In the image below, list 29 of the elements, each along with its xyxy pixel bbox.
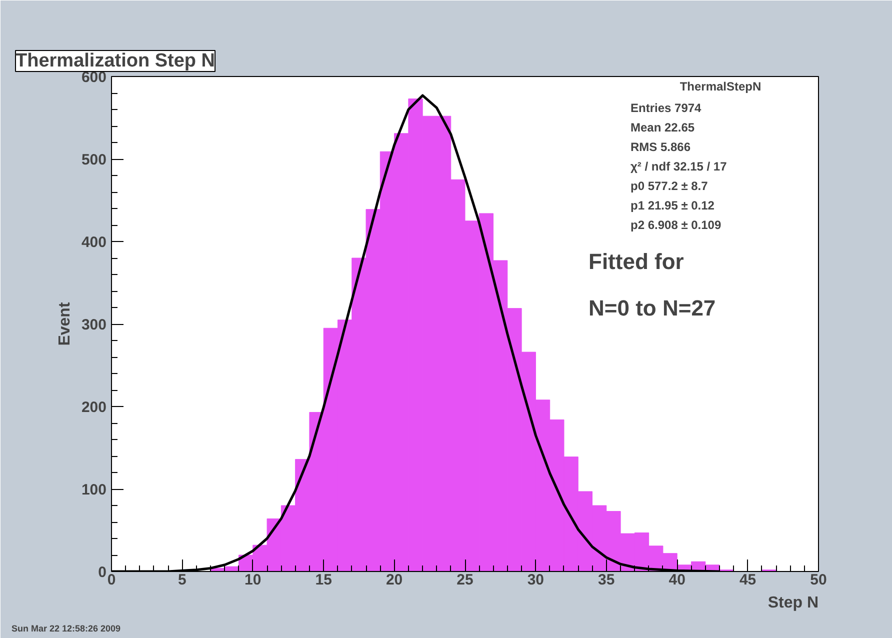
x-tick-label: 50 [810, 572, 827, 588]
annotation: p2 6.908 ± 0.109 [630, 218, 722, 232]
x-tick-label: 20 [386, 572, 403, 588]
annotation: p1 21.95 ± 0.12 [630, 198, 715, 212]
annotation: p0 577.2 ± 8.7 [630, 178, 708, 193]
annotation: N=0 to N=27 [588, 296, 716, 321]
annotation: χ² / ndf 32.15 / 17 [630, 159, 728, 174]
y-tick-label: 300 [81, 316, 107, 334]
y-tick-label: 100 [81, 482, 107, 498]
x-tick-label: 35 [598, 572, 615, 588]
x-tick-label: 30 [527, 572, 544, 588]
x-tick-label: 25 [456, 572, 474, 588]
x-tick-label: 5 [178, 572, 186, 588]
y-tick-label: 200 [81, 399, 107, 416]
x-axis-title: Step N [768, 594, 818, 612]
x-tick-label: 15 [315, 572, 332, 588]
x-tick-label: 40 [668, 572, 686, 588]
y-axis-title: Event [56, 302, 74, 346]
y-tick-label: 500 [81, 152, 107, 168]
annotation: ThermalStepN [680, 79, 762, 94]
annotation: RMS 5.866 [630, 140, 691, 154]
text: Sun Mar 22 12:58:26 2009 [12, 624, 121, 634]
y-tick-label: 400 [81, 234, 107, 251]
x-tick-label: 10 [244, 572, 262, 588]
annotation: Mean 22.65 [630, 120, 695, 134]
y-tick-label: 600 [81, 69, 107, 86]
annotation: Entries 7974 [630, 100, 702, 115]
annotation: Fitted for [588, 249, 684, 274]
x-tick-label: 45 [739, 572, 756, 588]
